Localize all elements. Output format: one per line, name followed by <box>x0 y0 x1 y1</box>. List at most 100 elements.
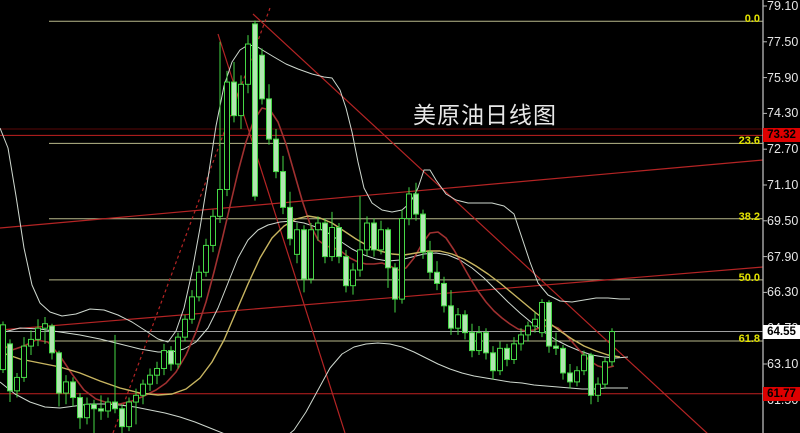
candle-bear <box>567 372 573 383</box>
fib-label-23.6: 23.6 <box>738 135 760 148</box>
candle-bull <box>378 229 384 251</box>
bollinger-lower <box>0 342 628 433</box>
axis-price-label: 67.90 <box>767 249 799 264</box>
candle-bull <box>238 83 244 117</box>
candle-bear <box>343 256 349 287</box>
axis-price-label: 66.30 <box>767 285 799 300</box>
candle-bull <box>224 81 230 190</box>
candle-bear <box>280 171 286 208</box>
axis-price-label: 77.50 <box>767 34 799 49</box>
candle-bear <box>273 138 279 173</box>
candle-bull <box>357 249 363 271</box>
candle-bear <box>434 271 440 284</box>
candle-bear <box>266 98 272 140</box>
candle-bull <box>497 347 503 372</box>
candle-bear <box>560 347 566 374</box>
candle-bull <box>196 271 202 298</box>
candle-bull <box>315 222 321 231</box>
candle-bull <box>161 350 167 369</box>
candle-bear <box>168 350 174 365</box>
axis-price-label: 63.10 <box>767 356 799 371</box>
descending-line-main[interactable] <box>252 13 708 433</box>
ma-slow-yellow <box>0 215 621 396</box>
candle-bear <box>427 251 433 273</box>
candle-bear <box>371 222 377 251</box>
candle-bull <box>476 332 482 352</box>
candle-bear <box>119 408 125 428</box>
axis-price-label: 72.70 <box>767 142 799 157</box>
candle-bear <box>98 408 104 412</box>
price-tag-61-77: 61.77 <box>763 386 800 401</box>
candle-bear <box>441 282 447 307</box>
fib-label-50.0: 50.0 <box>738 271 760 284</box>
candle-bull <box>602 361 608 385</box>
candle-bear <box>546 301 552 347</box>
candle-bull <box>147 374 153 385</box>
candle-bull <box>574 370 580 383</box>
candle-bear <box>469 332 475 352</box>
candle-bull <box>140 383 146 396</box>
candle-bear <box>504 347 510 361</box>
candle-bear <box>385 229 391 269</box>
ascending-channel-upper[interactable] <box>0 159 764 229</box>
candle-bull <box>581 354 587 372</box>
axis-price-label: 75.90 <box>767 70 799 85</box>
candle-bull <box>217 188 223 217</box>
candle-bear <box>413 193 419 215</box>
candle-bear <box>483 332 489 354</box>
candle-bear <box>112 401 118 410</box>
candle-bear <box>322 222 328 258</box>
ascending-channel-lower[interactable] <box>0 266 764 331</box>
candle-bull <box>308 229 314 280</box>
candle-bull <box>539 301 545 334</box>
candle-bull <box>518 334 524 345</box>
candle-bull <box>21 345 27 378</box>
candle-bull <box>532 318 538 327</box>
candle-bull <box>133 394 139 403</box>
axis-price-label: 74.30 <box>767 106 799 121</box>
candle-bear <box>336 227 342 258</box>
candle-bull <box>294 229 300 255</box>
candle-bull <box>14 376 20 392</box>
candle-bull <box>595 383 601 396</box>
fib-label-0.0: 0.0 <box>744 13 760 26</box>
candle-bull <box>35 327 41 340</box>
candle-bull <box>609 331 615 363</box>
candle-bear <box>420 213 426 253</box>
candle-bear <box>70 381 76 399</box>
candle-bull <box>175 336 181 365</box>
candle-bull <box>126 401 132 428</box>
candle-bull <box>0 324 6 371</box>
candle-bull <box>42 323 48 329</box>
candle-bull <box>105 401 111 412</box>
candle-bull <box>350 269 356 287</box>
candle-bull <box>63 381 69 394</box>
price-tag-73-32: 73.32 <box>763 128 800 143</box>
candle-bear <box>462 314 468 334</box>
candle-bear <box>287 206 293 240</box>
candle-bull <box>84 403 90 419</box>
candle-bull <box>203 244 209 273</box>
bollinger-upper <box>0 44 630 343</box>
candle-bear <box>91 403 97 410</box>
candle-bull <box>511 343 517 361</box>
candle-bear <box>392 267 398 300</box>
candle-bull <box>189 296 195 320</box>
candle-bear <box>49 325 55 354</box>
candle-bear <box>448 305 454 329</box>
candle-bull <box>329 227 335 258</box>
fib-label-61.8: 61.8 <box>738 332 760 345</box>
candle-bull <box>210 215 216 246</box>
candle-bear <box>7 343 13 392</box>
candle-bull <box>154 367 160 376</box>
candle-bull <box>399 218 405 300</box>
axis-price-label: 71.10 <box>767 177 799 192</box>
candle-bear <box>588 354 594 396</box>
candle-bull <box>525 325 531 336</box>
candle-bear <box>553 345 559 349</box>
axis-price-label: 79.10 <box>767 0 799 13</box>
candle-bull <box>455 314 461 329</box>
candle-bear <box>490 352 496 372</box>
candle-bear <box>301 229 307 280</box>
